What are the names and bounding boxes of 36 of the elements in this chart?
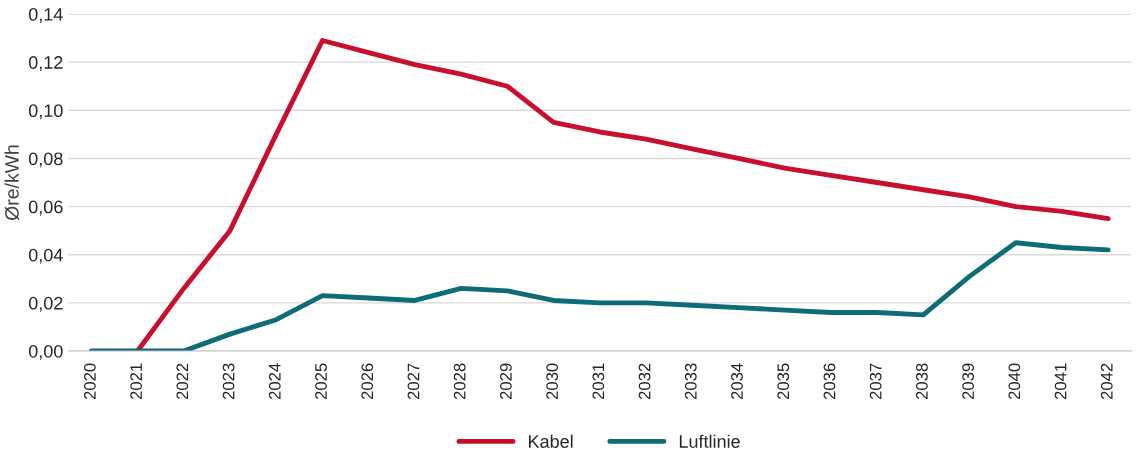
x-tick-label: 2033 <box>684 363 697 400</box>
x-tick-label: 2021 <box>130 363 143 400</box>
line-series <box>88 240 1111 351</box>
x-tick-label: 2026 <box>361 363 374 400</box>
y-tick-label: 0,10 <box>28 104 63 120</box>
x-tick-label: 2031 <box>592 363 605 400</box>
x-tick-label: 2041 <box>1054 363 1067 400</box>
x-tick-label: 2030 <box>546 363 559 400</box>
y-axis-title: Øre/kWh <box>4 145 20 221</box>
y-tick-label: 0,02 <box>28 296 63 312</box>
x-tick-label: 2022 <box>176 363 189 400</box>
x-tick-label: 2036 <box>823 363 836 400</box>
x-tick-label: 2039 <box>962 363 975 400</box>
x-tick-label: 2042 <box>1100 363 1113 400</box>
x-tick-label: 2037 <box>869 363 882 400</box>
x-tick-label: 2028 <box>453 363 466 400</box>
x-tick-label: 2029 <box>500 363 512 400</box>
x-tick-label: 2024 <box>268 363 281 400</box>
y-tick-label: 0,00 <box>28 344 63 360</box>
x-tick-label: 2020 <box>84 363 96 400</box>
y-tick-label: 0,12 <box>28 56 63 72</box>
y-tick-label: 0,04 <box>28 248 63 264</box>
x-tick-label: 2032 <box>638 363 651 400</box>
x-tick-label: 2023 <box>222 363 235 400</box>
y-tick-label: 0,14 <box>28 7 63 23</box>
y-tick-label: 0,08 <box>28 152 63 168</box>
y-tick-label: 0,06 <box>28 200 63 216</box>
legend-label: Luftlinie <box>679 434 740 448</box>
x-tick-label: 2040 <box>1008 363 1021 400</box>
legend-label: Kabel <box>528 434 573 448</box>
x-tick-label: 2038 <box>915 363 928 400</box>
x-tick-label: 2025 <box>315 363 327 400</box>
x-tick-label: 2034 <box>731 363 743 400</box>
line-series <box>135 38 1111 351</box>
x-tick-label: 2027 <box>407 363 420 400</box>
x-tick-label: 2035 <box>777 363 790 400</box>
